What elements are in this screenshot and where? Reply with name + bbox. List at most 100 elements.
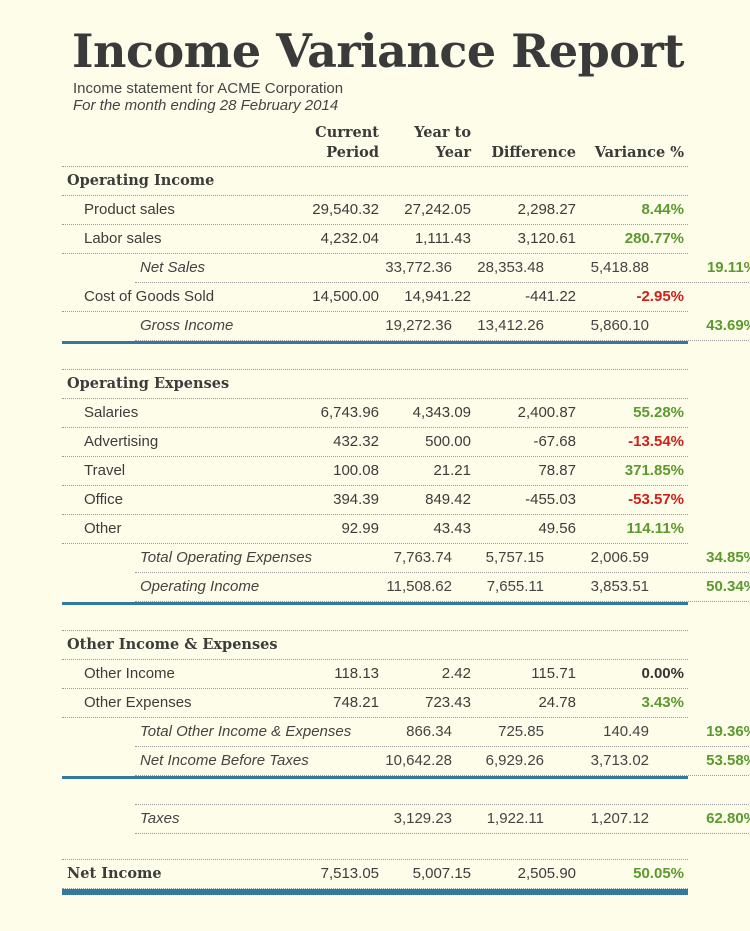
col-current-period: Current Period: [315, 124, 379, 161]
current-period-value: 394.39: [333, 491, 379, 508]
variance-value: 280.77%: [624, 230, 684, 247]
section-gap: [62, 834, 688, 859]
year-to-year-value: 14,941.22: [404, 288, 471, 305]
difference-value: -67.68: [533, 433, 576, 450]
table-row: Net Income Before Taxes 10,642.28 6,929.26…: [135, 747, 750, 776]
row-label: Office: [84, 491, 123, 508]
year-to-year-value: 27,242.05: [404, 201, 471, 218]
year-to-year-value: 4,343.09: [412, 404, 471, 421]
table-row: Labor sales 4,232.04 1,111.43 3,120.61 280.7…: [62, 225, 688, 254]
current-period-value: 748.21: [333, 694, 379, 711]
current-period-value: 6,743.96: [320, 404, 379, 421]
difference-value: 78.87: [538, 462, 576, 479]
table-row: Net Income 7,513.05 5,007.15 2,505.90 50.05%: [62, 859, 688, 889]
row-label: Net Income: [67, 865, 162, 882]
section-gap: [62, 344, 688, 369]
section-gap: [62, 605, 688, 630]
row-label: Total Operating Expenses: [140, 549, 313, 566]
section-heading-label: Operating Expenses: [67, 375, 230, 392]
difference-value: 2,298.27: [517, 201, 576, 218]
section-heading: Operating Expenses: [62, 369, 688, 399]
variance-value: 8.44%: [641, 201, 684, 218]
row-label: Advertising: [84, 433, 159, 450]
current-period-value: 866.34: [406, 723, 452, 740]
variance-value: 114.11%: [626, 520, 684, 537]
current-period-value: 10,642.28: [385, 752, 452, 769]
row-label: Other Income: [84, 665, 175, 682]
variance-value: -53.57%: [628, 491, 684, 508]
section-rule: [62, 776, 688, 779]
current-period-value: 11,508.62: [386, 578, 452, 595]
row-label: Net Sales: [140, 259, 206, 276]
current-period-value: 33,772.36: [385, 259, 452, 276]
year-to-year-value: 725.85: [498, 723, 544, 740]
year-to-year-value: 5,007.15: [412, 865, 471, 882]
current-period-value: 14,500.00: [312, 288, 379, 305]
subtitle: Income statement for ACME Corporation: [73, 80, 344, 97]
section-rule: [62, 889, 688, 895]
table-row: Other Expenses 748.21 723.43 24.78 3.43%: [62, 689, 688, 718]
row-label: Net Income Before Taxes: [140, 752, 309, 769]
difference-value: 140.49: [603, 723, 649, 740]
variance-value: 19.36%: [706, 723, 750, 740]
difference-value: 3,713.02: [590, 752, 649, 769]
difference-value: 24.78: [538, 694, 576, 711]
variance-value: 34.85%: [706, 549, 750, 566]
year-to-year-value: 723.43: [425, 694, 471, 711]
table-row: Travel 100.08 21.21 78.87 371.85%: [62, 457, 688, 486]
difference-value: 5,418.88: [590, 259, 649, 276]
table-row: Other 92.99 43.43 49.56 114.11%: [62, 515, 688, 544]
year-to-year-value: 500.00: [425, 433, 471, 450]
year-to-year-value: 28,353.48: [477, 259, 544, 276]
section-heading: Operating Income: [62, 167, 688, 196]
table-row: Net Sales 33,772.36 28,353.48 5,418.88 19.11…: [135, 254, 750, 283]
year-to-year-value: 2.42: [441, 665, 471, 682]
difference-value: 49.56: [538, 520, 576, 537]
difference-value: 2,006.59: [590, 549, 649, 566]
variance-value: 62.80%: [706, 810, 750, 827]
current-period-value: 118.13: [334, 665, 379, 682]
year-to-year-value: 43.43: [433, 520, 471, 537]
difference-value: 2,400.87: [517, 404, 576, 421]
row-label: Cost of Goods Sold: [84, 288, 215, 305]
row-label: Gross Income: [140, 317, 234, 334]
difference-value: 2,505.90: [517, 865, 576, 882]
current-period-value: 29,540.32: [312, 201, 379, 218]
table-header: Current Period Year to Year Difference Var…: [62, 124, 688, 167]
year-to-year-value: 13,412.26: [477, 317, 544, 334]
current-period-value: 432.32: [333, 433, 379, 450]
table-row: Cost of Goods Sold 14,500.00 14,941.22 -441…: [62, 283, 688, 312]
col-difference: Difference: [491, 144, 576, 161]
variance-table: Current Period Year to Year Difference Var…: [62, 124, 750, 895]
difference-value: -441.22: [525, 288, 576, 305]
table-row: Product sales 29,540.32 27,242.05 2,298.27 8…: [62, 196, 688, 225]
table-row: Total Operating Expenses 7,763.74 5,757.15…: [135, 544, 750, 573]
year-to-year-value: 6,929.26: [485, 752, 544, 769]
year-to-year-value: 7,655.11: [486, 578, 544, 595]
section-gap: [62, 779, 688, 804]
variance-value: 50.34%: [706, 578, 750, 595]
row-label: Total Other Income & Expenses: [140, 723, 352, 740]
table-row: Office 394.39 849.42 -455.03 -53.57%: [62, 486, 688, 515]
current-period-value: 4,232.04: [320, 230, 379, 247]
row-label: Travel: [84, 462, 126, 479]
difference-value: 3,120.61: [517, 230, 576, 247]
variance-value: 55.28%: [633, 404, 684, 421]
section-heading-label: Operating Income: [67, 172, 215, 189]
row-label: Labor sales: [84, 230, 162, 247]
year-to-year-value: 849.42: [425, 491, 471, 508]
table-row: Total Other Income & Expenses 866.34 725.8…: [135, 718, 750, 747]
section-rule: [62, 341, 688, 344]
variance-value: 53.58%: [706, 752, 750, 769]
variance-value: 3.43%: [641, 694, 684, 711]
table-row: Salaries 6,743.96 4,343.09 2,400.87 55.28%: [62, 399, 688, 428]
difference-value: 3,853.51: [590, 578, 649, 595]
variance-value: -13.54%: [628, 433, 684, 450]
page-title: Income Variance Report: [72, 24, 684, 78]
year-to-year-value: 1,111.43: [414, 230, 471, 247]
table-row: Operating Income 11,508.62 7,655.11 3,853.5…: [135, 573, 750, 602]
row-label: Product sales: [84, 201, 175, 218]
variance-value: 19.11%: [706, 259, 750, 276]
current-period-value: 7,763.74: [393, 549, 452, 566]
variance-value: -2.95%: [636, 288, 684, 305]
